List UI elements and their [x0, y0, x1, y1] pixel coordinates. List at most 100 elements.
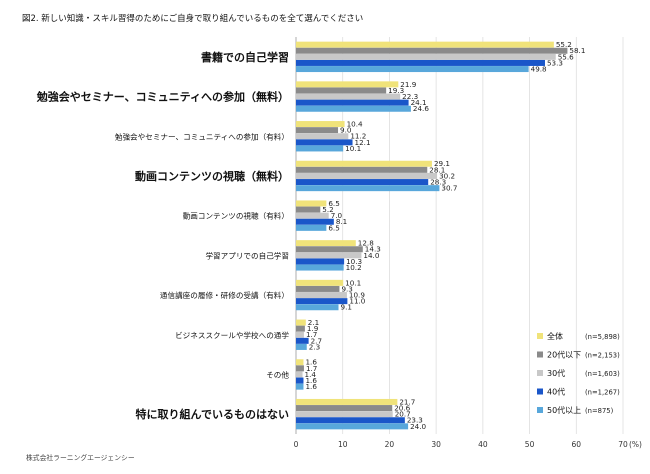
bar [296, 298, 348, 305]
bar [296, 105, 411, 112]
value-label: 10.9 [349, 290, 365, 299]
value-label: 10.2 [346, 263, 362, 272]
value-label: 21.7 [399, 397, 415, 406]
value-label: 10.1 [345, 278, 361, 287]
bar [296, 206, 321, 213]
bar [296, 252, 362, 259]
legend-swatch [537, 388, 543, 395]
bar [296, 258, 345, 265]
value-label: 1.6 [305, 382, 317, 391]
value-label: 22.3 [402, 92, 418, 101]
value-label: 10.3 [346, 257, 362, 266]
legend-series-n: (n=1,603) [585, 370, 620, 378]
bar [296, 81, 399, 88]
bars [296, 41, 568, 430]
legend-series-name: 全体 [547, 331, 563, 341]
bar [296, 127, 339, 134]
category-label: 動画コンテンツの視聴（有料） [183, 211, 289, 221]
bar [296, 383, 304, 390]
x-tick-label: 0 [294, 440, 299, 449]
bar [296, 285, 340, 292]
x-tick-label: 10 [338, 440, 348, 449]
bar [296, 405, 393, 412]
legend-series-n: (n=875) [585, 407, 614, 415]
bar [296, 331, 304, 338]
bar [296, 139, 353, 146]
value-label: 9.1 [341, 303, 352, 312]
value-label: 6.5 [328, 199, 339, 208]
x-tick-label: 50 [525, 440, 535, 449]
bar [296, 121, 345, 128]
bar [296, 218, 334, 225]
value-label: 30.2 [439, 171, 455, 180]
x-axis-unit-label: (%) [629, 440, 642, 449]
bar [296, 224, 327, 231]
bar [296, 319, 306, 326]
value-label: 11.2 [350, 132, 366, 141]
value-label: 29.1 [434, 159, 450, 168]
value-label: 10.4 [347, 119, 363, 128]
value-label: 28.1 [429, 165, 445, 174]
bar [296, 212, 329, 219]
bar [296, 423, 409, 430]
legend-swatch [537, 333, 543, 339]
value-label: 24.6 [413, 104, 429, 113]
category-label: ビジネススクールや学校への通学 [175, 330, 289, 340]
legend-series-name: 40代 [547, 387, 565, 397]
bar [296, 240, 356, 247]
bar [296, 179, 429, 186]
bar [296, 53, 556, 60]
x-tick-label: 60 [572, 440, 582, 449]
bar [296, 166, 428, 173]
value-label: 1.6 [305, 376, 317, 385]
bar [296, 160, 432, 167]
bar [296, 99, 409, 106]
value-label: 28.3 [430, 177, 446, 186]
value-label: 12.1 [355, 138, 371, 147]
bar [296, 200, 327, 207]
category-label: 通信講座の履修・研修の受講（有料） [160, 290, 289, 300]
value-label: 14.0 [363, 251, 379, 260]
bar [296, 365, 304, 372]
value-label: 53.3 [547, 58, 563, 67]
bar [296, 93, 401, 100]
bar [296, 47, 568, 54]
bar [296, 264, 344, 271]
value-label: 49.8 [531, 64, 547, 73]
bar [296, 304, 339, 311]
value-label: 55.2 [556, 40, 572, 49]
legend-series-n: (n=2,153) [585, 352, 620, 360]
legend-swatch [537, 370, 543, 376]
value-label: 9.3 [341, 284, 352, 293]
value-label: 20.7 [395, 410, 411, 419]
x-tick-label: 70 [618, 440, 628, 449]
value-label: 24.0 [410, 422, 426, 431]
value-label: 5.2 [322, 205, 333, 214]
value-label: 24.1 [411, 98, 427, 107]
x-tick-label: 40 [478, 440, 488, 449]
value-label: 7.0 [331, 211, 343, 220]
bar [296, 185, 440, 192]
bar [296, 59, 545, 66]
bar [296, 343, 307, 350]
x-axis-ticks: 0 10 20 30 40 50 60 70 (%) [294, 440, 642, 449]
bar [296, 292, 347, 299]
bar [296, 371, 303, 378]
chart-title: 図2. 新しい知識・スキル習得のためにご自身で取り組んでいるものを全て選んでくだ… [22, 14, 364, 24]
source-footer: 株式会社ラーニングエージェンシー [26, 454, 135, 462]
value-label: 1.4 [305, 370, 317, 379]
legend: 全体 (n=5,898) 20代以下 (n=2,153) 30代 (n=1,603) 40代… [537, 331, 620, 415]
category-label: 勉強会やセミナー、コミュニティへの参加（無料） [36, 90, 289, 104]
category-label: 動画コンテンツの視聴（無料） [135, 169, 289, 183]
value-label: 1.6 [305, 358, 317, 367]
bar [296, 337, 309, 344]
value-label: 55.6 [558, 52, 574, 61]
x-tick-label: 30 [431, 440, 441, 449]
value-label: 8.1 [336, 217, 347, 226]
value-label: 2.3 [309, 342, 320, 351]
value-label: 1.9 [307, 324, 319, 333]
value-label: 12.8 [358, 239, 374, 248]
legend-series-name: 20代以下 [547, 350, 581, 360]
